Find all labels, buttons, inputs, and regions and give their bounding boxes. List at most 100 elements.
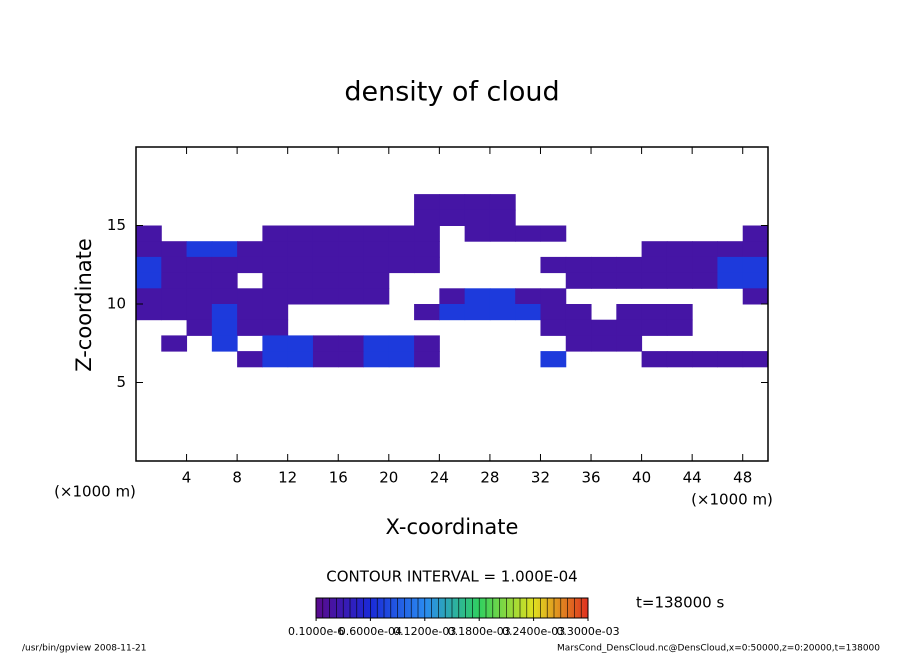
cell: [237, 288, 263, 305]
cell: [464, 225, 491, 242]
cell: [186, 288, 213, 305]
cell: [312, 335, 339, 352]
cell: [591, 256, 617, 274]
cell: [717, 256, 744, 274]
cell: [717, 351, 744, 368]
cell: [717, 272, 744, 289]
cell: [666, 256, 693, 274]
cell: [211, 319, 238, 336]
cell: [616, 304, 643, 321]
time-label: t=138000 s: [636, 594, 724, 612]
colorbar-tick-label: 0.6000e-04: [339, 625, 402, 638]
field: [136, 194, 769, 368]
chart-title: density of cloud: [344, 77, 559, 108]
cell: [136, 256, 162, 274]
cell: [136, 272, 162, 289]
cell: [692, 241, 718, 258]
cell: [161, 288, 188, 305]
cell: [666, 241, 693, 258]
cell: [641, 304, 668, 321]
cell: [489, 225, 516, 242]
cell: [312, 288, 339, 305]
cell: [161, 256, 188, 274]
cell: [287, 241, 314, 258]
cell: [262, 241, 289, 258]
cell: [540, 256, 567, 274]
colorbar-tick-label: 0.3000e-03: [556, 625, 619, 638]
cell: [616, 272, 643, 289]
cell: [186, 241, 213, 258]
cell: [742, 351, 769, 368]
cell: [287, 225, 314, 242]
cell: [388, 351, 415, 368]
cell: [641, 241, 668, 258]
cell: [414, 225, 440, 242]
cell: [211, 272, 238, 289]
cell: [565, 304, 592, 321]
x-tick-label: 4: [182, 469, 192, 487]
x-tick-label: 40: [632, 469, 651, 487]
colorbar-tick-label: 0.2400e-03: [502, 625, 565, 638]
cell: [414, 304, 440, 321]
cell: [186, 272, 213, 289]
cell: [591, 335, 617, 352]
cell: [414, 194, 440, 211]
cell: [136, 225, 162, 242]
cell: [363, 272, 390, 289]
cell: [414, 335, 440, 352]
cell: [237, 304, 263, 321]
cell: [363, 351, 390, 368]
x-tick-label: 16: [329, 469, 348, 487]
cell: [540, 288, 567, 305]
x-unit-label: (×1000 m): [691, 491, 773, 509]
cell: [237, 241, 263, 258]
cell: [666, 319, 693, 336]
x-unit-label: (×1000 m): [54, 483, 136, 501]
cell: [515, 288, 541, 305]
cell: [742, 256, 769, 274]
cell: [641, 272, 668, 289]
cell: [489, 288, 516, 305]
cell: [742, 241, 769, 258]
cell: [262, 288, 289, 305]
cell: [591, 272, 617, 289]
cell: [540, 351, 567, 368]
cell: [237, 319, 263, 336]
cell: [363, 335, 390, 352]
x-axis-label: X-coordinate: [386, 515, 519, 539]
cell: [666, 351, 693, 368]
cell: [312, 351, 339, 368]
cell: [692, 351, 718, 368]
cell: [262, 304, 289, 321]
cell: [439, 288, 466, 305]
cell: [136, 304, 162, 321]
x-tick-label: 28: [480, 469, 499, 487]
cell: [742, 288, 769, 305]
cell: [338, 335, 365, 352]
cell: [136, 288, 162, 305]
cell: [616, 319, 643, 336]
cell: [338, 351, 365, 368]
cell: [388, 241, 415, 258]
cell: [338, 288, 365, 305]
cell: [237, 256, 263, 274]
cell: [211, 241, 238, 258]
cell: [287, 335, 314, 352]
x-tick-label: 12: [278, 469, 297, 487]
x-tick-label: 44: [683, 469, 702, 487]
y-tick-label: 15: [107, 216, 126, 234]
x-tick-label: 8: [232, 469, 242, 487]
cell: [692, 256, 718, 274]
cell: [641, 351, 668, 368]
cell: [439, 209, 466, 226]
cell: [540, 319, 567, 336]
y-axis-label: Z-coordinate: [72, 238, 96, 372]
colorbar-tick-label: 0.1000e-6: [288, 625, 344, 638]
cell: [439, 304, 466, 321]
cell: [338, 256, 365, 274]
cell: [363, 241, 390, 258]
cell: [262, 225, 289, 242]
cell: [211, 288, 238, 305]
